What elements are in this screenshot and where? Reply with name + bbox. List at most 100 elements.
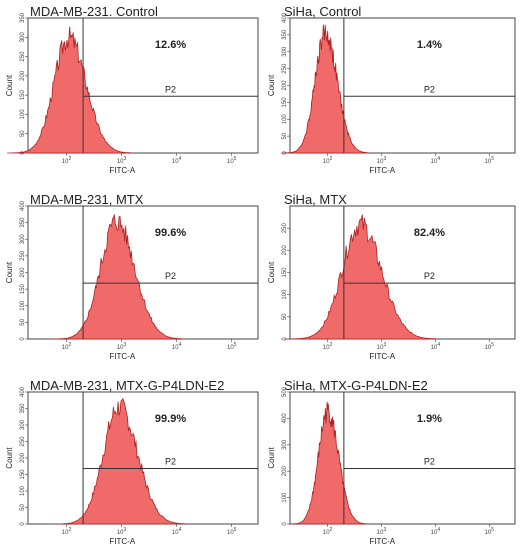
y-tick-label: 250 bbox=[20, 436, 26, 447]
x-axis-label: FITC-A bbox=[369, 352, 395, 361]
y-tick-label: 150 bbox=[20, 89, 26, 100]
y-tick-label: 400 bbox=[20, 200, 26, 211]
y-tick-label: 200 bbox=[20, 267, 26, 278]
y-tick-label: 0 bbox=[282, 337, 288, 341]
y-tick-label: 150 bbox=[20, 469, 26, 480]
histogram-svg: P2 82.4% 102 103 104 105 0 50 100 150 200 250 FITC-A… bbox=[267, 205, 516, 361]
y-tick-label: 0 bbox=[20, 337, 26, 341]
y-axis-label: Count bbox=[5, 74, 14, 96]
panel-title: SiHa, MTX-G-P4LDN-E2 bbox=[284, 378, 428, 393]
x-tick-label: 102 bbox=[323, 342, 333, 351]
x-tick-label: 103 bbox=[117, 527, 127, 536]
y-axis-label: Count bbox=[5, 261, 14, 283]
histogram-fill bbox=[288, 401, 367, 525]
gate-label: P2 bbox=[424, 271, 435, 281]
histogram-panel-2: SiHa, Control P2 1.4% 102 103 104 105 0 50 100 15… bbox=[264, 0, 521, 180]
histogram-fill bbox=[282, 24, 369, 154]
x-tick-label: 105 bbox=[485, 527, 495, 536]
histogram-svg: P2 12.6% 102 103 104 105 0 50 100 150 200 250 300 350… bbox=[5, 12, 259, 175]
y-tick-label: 0 bbox=[282, 522, 288, 526]
x-tick-label: 103 bbox=[377, 156, 387, 165]
x-tick-label: 104 bbox=[431, 156, 441, 165]
histogram-panel-6: SiHa, MTX-G-P4LDN-E2 P2 1.9% 102 103 104 105 0… bbox=[264, 372, 521, 550]
x-tick-label: 102 bbox=[62, 342, 72, 351]
y-tick-label: 50 bbox=[282, 132, 288, 139]
gate-label: P2 bbox=[424, 457, 435, 467]
y-tick-label: 50 bbox=[20, 504, 26, 511]
panel-title: SiHa, MTX bbox=[284, 192, 347, 207]
y-tick-label: 200 bbox=[20, 452, 26, 463]
gate-label: P2 bbox=[165, 457, 176, 467]
y-tick-label: 100 bbox=[20, 300, 26, 311]
y-tick-label: 100 bbox=[20, 109, 26, 120]
y-tick-label: 50 bbox=[282, 313, 288, 320]
panel-title: MDA-MB-231, MTX-G-P4LDN-E2 bbox=[30, 378, 225, 393]
histogram-svg: P2 1.9% 102 103 104 105 0 100 200 300 400 500 FITC-A… bbox=[267, 386, 516, 546]
x-tick-label: 103 bbox=[377, 527, 387, 536]
y-tick-label: 0 bbox=[20, 151, 26, 155]
y-tick-label: 350 bbox=[282, 29, 288, 40]
x-tick-label: 105 bbox=[485, 156, 495, 165]
y-tick-label: 500 bbox=[282, 386, 288, 397]
gate-percent: 12.6% bbox=[155, 39, 186, 51]
x-tick-label: 103 bbox=[377, 342, 387, 351]
gate-label: P2 bbox=[165, 271, 176, 281]
y-tick-label: 100 bbox=[282, 114, 288, 125]
y-tick-label: 300 bbox=[20, 32, 26, 43]
y-tick-label: 300 bbox=[282, 46, 288, 57]
histogram-svg: P2 1.4% 102 103 104 105 0 50 100 150 200 250 300 350 4… bbox=[267, 12, 516, 175]
x-tick-label: 102 bbox=[323, 527, 333, 536]
x-tick-label: 105 bbox=[485, 342, 495, 351]
y-tick-label: 200 bbox=[282, 80, 288, 91]
x-tick-label: 102 bbox=[323, 156, 333, 165]
y-axis-label: Count bbox=[267, 447, 276, 469]
y-tick-label: 150 bbox=[282, 97, 288, 108]
y-tick-label: 300 bbox=[20, 419, 26, 430]
x-tick-label: 102 bbox=[62, 156, 72, 165]
y-tick-label: 50 bbox=[20, 318, 26, 325]
y-tick-label: 250 bbox=[20, 51, 26, 62]
histogram-fill bbox=[50, 214, 183, 340]
y-tick-label: 200 bbox=[282, 466, 288, 477]
x-tick-label: 105 bbox=[227, 527, 237, 536]
x-axis-label: FITC-A bbox=[109, 352, 135, 361]
y-tick-label: 200 bbox=[20, 70, 26, 81]
y-tick-label: 400 bbox=[282, 413, 288, 424]
x-tick-label: 104 bbox=[172, 342, 182, 351]
y-tick-label: 300 bbox=[20, 234, 26, 245]
y-axis-label: Count bbox=[267, 261, 276, 283]
x-tick-label: 104 bbox=[172, 156, 182, 165]
x-tick-label: 103 bbox=[117, 342, 127, 351]
gate-percent: 1.4% bbox=[417, 39, 442, 51]
histogram-fill bbox=[284, 214, 436, 340]
y-tick-label: 150 bbox=[20, 283, 26, 294]
y-tick-label: 50 bbox=[20, 130, 26, 137]
y-tick-label: 350 bbox=[20, 217, 26, 228]
x-tick-label: 104 bbox=[431, 527, 441, 536]
gate-percent: 99.9% bbox=[155, 413, 186, 425]
histogram-fill bbox=[53, 397, 186, 525]
panel-title: MDA-MB-231, MTX bbox=[30, 192, 144, 207]
y-axis-label: Count bbox=[267, 74, 276, 96]
histogram-panel-5: MDA-MB-231, MTX-G-P4LDN-E2 P2 99.9% 102 103… bbox=[0, 372, 260, 550]
gate-label: P2 bbox=[424, 84, 435, 94]
histogram-fill bbox=[7, 26, 131, 154]
x-axis-label: FITC-A bbox=[109, 537, 135, 546]
x-tick-label: 105 bbox=[227, 156, 237, 165]
y-tick-label: 350 bbox=[20, 12, 26, 23]
x-tick-label: 104 bbox=[172, 527, 182, 536]
y-tick-label: 100 bbox=[20, 485, 26, 496]
histogram-svg: P2 99.6% 102 103 104 105 0 50 100 150 200 250 300 350… bbox=[5, 200, 259, 361]
panel-title: SiHa, Control bbox=[284, 4, 362, 19]
plot-area bbox=[289, 205, 516, 340]
y-tick-label: 0 bbox=[282, 151, 288, 155]
x-axis-label: FITC-A bbox=[369, 537, 395, 546]
gate-percent: 1.9% bbox=[417, 413, 442, 425]
gate-percent: 99.6% bbox=[155, 227, 186, 239]
y-tick-label: 250 bbox=[282, 63, 288, 74]
y-tick-label: 200 bbox=[282, 245, 288, 256]
histogram-panel-1: MDA-MB-231. Control P2 12.6% 102 103 104 105 0… bbox=[0, 0, 260, 180]
y-tick-label: 350 bbox=[20, 403, 26, 414]
y-axis-label: Count bbox=[5, 447, 14, 469]
gate-percent: 82.4% bbox=[414, 227, 445, 239]
